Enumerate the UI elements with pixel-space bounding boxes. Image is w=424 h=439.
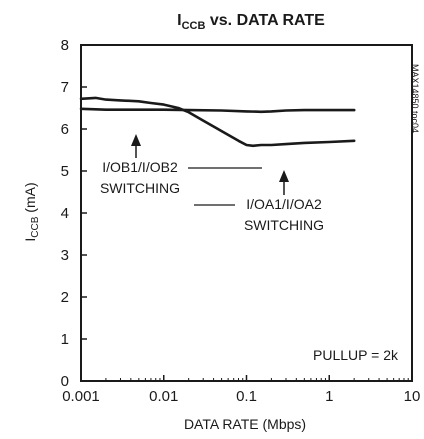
oa-callout-bg bbox=[235, 193, 335, 235]
ob-callout-line1: I/OB1/I/OB2 bbox=[102, 159, 178, 175]
y-tick-label: 4 bbox=[61, 205, 69, 222]
chart-title: ICCB vs. DATA RATE bbox=[177, 12, 325, 32]
chart-title-rest: vs. DATA RATE bbox=[205, 12, 325, 29]
ob-callout-line2: SWITCHING bbox=[100, 180, 180, 196]
y-axis-label: ICCB (mA) bbox=[22, 182, 41, 241]
series-line-oa bbox=[79, 96, 356, 148]
y-axis-label-rest: (mA) bbox=[22, 182, 38, 216]
y-tick-label: 6 bbox=[61, 121, 69, 138]
ob-arrow-head bbox=[131, 134, 141, 146]
oa-callout-line1: I/OA1/I/OA2 bbox=[246, 196, 322, 212]
chart-title-main: I bbox=[177, 12, 181, 29]
y-tick-label: 5 bbox=[61, 163, 69, 180]
x-axis-label: DATA RATE (Mbps) bbox=[184, 416, 306, 432]
pullup-note: PULLUP = 2k bbox=[313, 347, 399, 363]
x-tick-label: 0.1 bbox=[236, 388, 257, 405]
oa-callout-line2: SWITCHING bbox=[244, 217, 324, 233]
ticks-layer: 0.001 0.01 0.1 1 10 0 1 2 3 4 5 6 7 8 bbox=[61, 37, 421, 405]
y-axis-label-main: I bbox=[22, 238, 38, 242]
ob-callout-bg bbox=[92, 156, 188, 198]
chart-title-subscript: CCB bbox=[182, 20, 206, 32]
series-layer bbox=[79, 96, 356, 148]
y-tick-label: 2 bbox=[61, 289, 69, 306]
plot-frame bbox=[80, 44, 413, 382]
x-tick-label: 1 bbox=[325, 388, 333, 405]
x-tick-label: 0.01 bbox=[149, 388, 178, 405]
y-tick-label: 7 bbox=[61, 79, 69, 96]
y-tick-label: 3 bbox=[61, 247, 69, 264]
side-note: MAX14850 toc04 bbox=[410, 64, 420, 133]
y-axis-label-subscript: CCB bbox=[30, 216, 41, 237]
oa-arrow-head bbox=[279, 170, 289, 182]
annotation-layer: PULLUP = 2k I/OB1/I/OB2 SWITCHING I/OA1/I/O… bbox=[92, 134, 404, 365]
y-tick-label: 8 bbox=[61, 37, 69, 54]
x-tick-label: 10 bbox=[404, 388, 421, 405]
x-tick-label: 0.001 bbox=[62, 388, 100, 405]
svg-text:ICCB (mA): ICCB (mA) bbox=[22, 182, 41, 241]
pullup-note-bg bbox=[303, 343, 404, 365]
y-tick-label: 0 bbox=[61, 373, 69, 390]
series-line-ob bbox=[79, 107, 356, 114]
y-tick-label: 1 bbox=[61, 331, 69, 348]
